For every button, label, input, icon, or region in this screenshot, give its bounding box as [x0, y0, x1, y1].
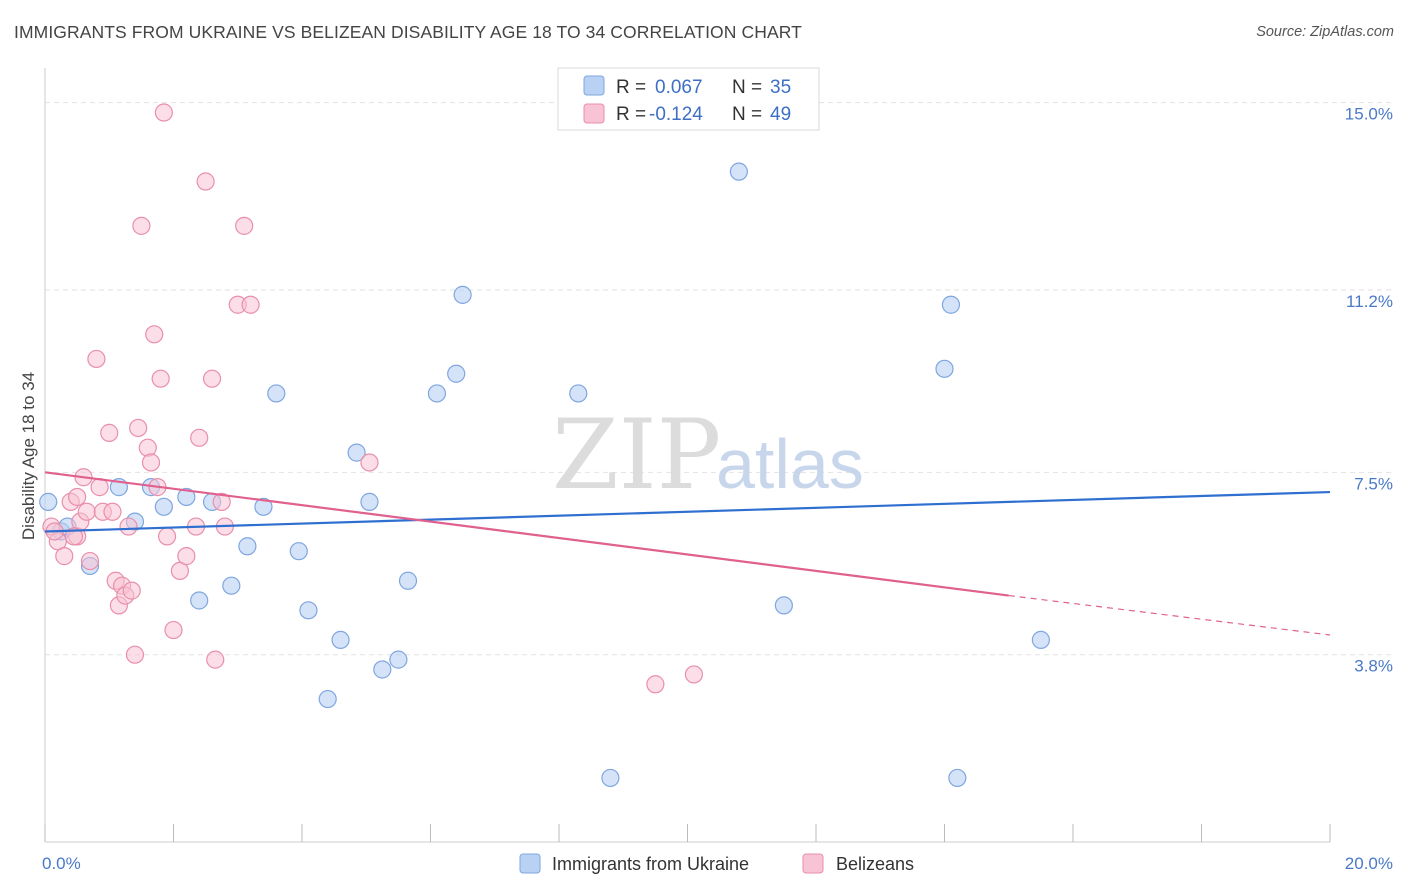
ukraine-point: [347, 443, 366, 462]
ukraine-trend-line: [44, 490, 1331, 533]
ukraine-point: [331, 630, 350, 650]
belize-point: [164, 620, 183, 640]
series-legend-swatch-ukraine: [519, 853, 541, 874]
ukraine-point: [427, 384, 447, 403]
belize-point: [235, 216, 254, 235]
ukraine-point: [289, 542, 308, 561]
legend-r-label-ukraine: R =: [616, 77, 646, 98]
series-legend-label-belize: Belizeans: [836, 854, 914, 874]
ukraine-point: [254, 497, 273, 516]
belize-point: [122, 581, 141, 600]
chart-title: IMMIGRANTS FROM UKRAINE VS BELIZEAN DISA…: [14, 22, 802, 42]
belize-point: [87, 349, 106, 369]
ukraine-point: [222, 576, 241, 595]
ukraine-point: [154, 497, 173, 516]
y-tick-labels: 3.8% 7.5% 11.2% 15.0%: [1345, 105, 1393, 676]
legend-box: R = 0.067 N = 35 R = -0.124 N = 49: [557, 67, 820, 131]
belize-point: [196, 172, 215, 191]
trend-lines: [44, 471, 1331, 636]
belize-point: [119, 517, 138, 536]
belize-point: [241, 295, 260, 314]
belize-point: [138, 438, 157, 457]
belize-point: [64, 527, 84, 546]
belize-point: [212, 492, 231, 511]
series-legend: Immigrants from Ukraine Belizeans: [519, 853, 914, 874]
ukraine-point: [389, 650, 408, 669]
belize-point: [125, 645, 145, 664]
ukraine-point: [1031, 630, 1050, 650]
watermark: ZIP atlas: [552, 399, 864, 511]
y-tick-label: 11.2%: [1346, 292, 1393, 311]
legend-n-label-ukraine: N =: [732, 77, 762, 98]
y-tick-label: 3.8%: [1354, 657, 1393, 676]
ukraine-point: [299, 601, 318, 620]
belize-point: [141, 453, 161, 472]
ukraine-point: [453, 285, 472, 304]
x-tick-label: 20.0%: [1345, 854, 1393, 873]
belize-point: [360, 453, 379, 472]
ukraine-point: [729, 162, 749, 181]
y-tick-label: 7.5%: [1354, 474, 1393, 493]
legend-swatch-belize: [583, 103, 605, 124]
series-ukraine-points: [39, 162, 1050, 788]
belize-point: [145, 325, 164, 344]
ukraine-point: [177, 487, 196, 507]
belize-point: [55, 547, 74, 566]
belize-point: [103, 502, 122, 521]
x-tick-labels: 0.0% 20.0%: [42, 854, 1393, 873]
ukraine-point: [238, 537, 257, 556]
belize-point: [68, 487, 87, 507]
belize-trend-extension: [1008, 594, 1331, 636]
legend-r-label-belize: R =: [616, 104, 646, 125]
ukraine-point: [447, 364, 466, 383]
ukraine-point: [774, 596, 793, 615]
belize-point: [154, 103, 173, 122]
ukraine-point: [398, 571, 418, 590]
ukraine-point: [190, 591, 209, 610]
belize-point: [646, 675, 665, 694]
ukraine-point: [318, 689, 337, 709]
ukraine-point: [601, 768, 620, 788]
ukraine-point: [569, 384, 588, 403]
x-tick-label: 0.0%: [42, 854, 81, 873]
source-credit: Source: ZipAtlas.com: [1256, 24, 1394, 40]
ukraine-point: [39, 492, 58, 511]
legend-n-value-ukraine: 35: [770, 77, 791, 98]
ukraine-point: [935, 359, 954, 378]
belize-point: [206, 650, 225, 669]
belize-point: [129, 418, 148, 438]
ukraine-point: [360, 492, 379, 511]
belize-point: [202, 369, 222, 388]
belize-trend-line: [44, 471, 1009, 597]
ukraine-point: [373, 660, 392, 679]
legend-swatch-ukraine: [583, 75, 605, 96]
series-legend-label-ukraine: Immigrants from Ukraine: [552, 854, 749, 874]
ukraine-point: [941, 295, 961, 314]
y-axis-label: Disability Age 18 to 34: [19, 372, 38, 540]
legend-n-value-belize: 49: [770, 104, 791, 125]
watermark-atlas: atlas: [716, 425, 864, 503]
belize-point: [177, 547, 196, 566]
y-tick-label: 15.0%: [1345, 105, 1393, 124]
belize-point: [684, 665, 704, 684]
belize-point: [100, 423, 119, 442]
axes: [44, 68, 1331, 843]
ukraine-point: [267, 384, 286, 403]
belize-point: [157, 527, 177, 546]
legend-n-label-belize: N =: [732, 104, 762, 125]
grid-lines: [45, 102, 1392, 656]
series-legend-swatch-belize: [802, 853, 824, 874]
legend-r-value-belize: -0.124: [649, 104, 703, 125]
legend-r-value-ukraine: 0.067: [655, 77, 703, 98]
belize-point: [80, 551, 100, 571]
belize-point: [77, 502, 96, 521]
ukraine-point: [948, 768, 967, 788]
belize-point: [132, 216, 151, 235]
belize-point: [151, 369, 170, 388]
watermark-zip: ZIP: [552, 399, 721, 511]
belize-point: [190, 428, 209, 447]
